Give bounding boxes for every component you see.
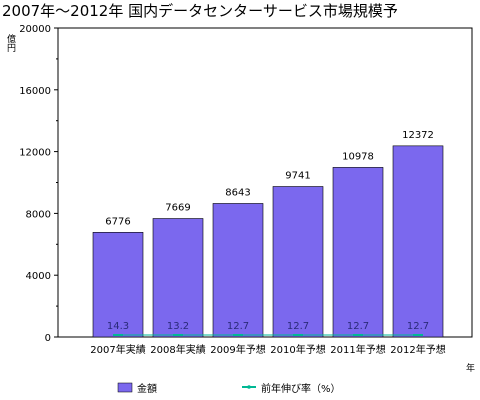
bar [152,218,204,338]
rate-value-label: 13.2 [167,321,189,332]
x-tick-label: 2010年予想 [270,343,325,356]
y-tick-label: 20000 [19,24,51,35]
x-tick-label: 2012年予想 [390,343,445,356]
x-tick-label: 2009年予想 [210,343,265,356]
legend-marker-rate [247,385,251,389]
x-tick-label: 2008年実績 [150,343,205,356]
x-tick-label: 2011年予想 [330,343,385,356]
y-tick-label: 12000 [19,148,51,159]
bar-value-label: 6776 [105,216,130,227]
y-axis-label: 億円 [5,33,16,53]
x-tick-label: 2007年実績 [90,343,145,356]
chart-title: 2007年〜2012年 国内データセンターサービス市場規模予 [2,2,398,20]
y-tick-label: 8000 [26,209,51,220]
x-axis-label: 年 [466,362,475,374]
bar [272,186,324,338]
rate-value-label: 12.7 [407,321,429,332]
bar-value-label: 12372 [402,130,434,141]
bar [392,145,444,338]
bar [332,167,384,338]
plot-area: 0 4000 8000 12000 16000 20000 6776 14.3 2007年実績 7… [19,24,473,356]
bar-value-label: 10978 [342,151,374,162]
bar-value-label: 9741 [285,171,310,182]
y-tick-label: 0 [45,333,51,344]
bar-value-label: 8643 [225,187,250,198]
bar-value-label: 7669 [165,203,190,214]
legend: 金額 前年伸び率（%） [117,382,341,395]
rate-value-label: 12.7 [287,321,309,332]
rate-value-label: 12.7 [347,321,369,332]
rate-value-label: 14.3 [107,321,129,332]
bar [212,203,264,338]
bar [92,232,144,338]
legend-label-rate: 前年伸び率（%） [261,382,341,395]
legend-swatch-bar [117,382,133,393]
y-tick-label: 4000 [26,271,51,282]
rate-value-label: 12.7 [227,321,249,332]
legend-label-bar: 金額 [137,382,157,395]
y-tick-label: 16000 [19,86,51,97]
